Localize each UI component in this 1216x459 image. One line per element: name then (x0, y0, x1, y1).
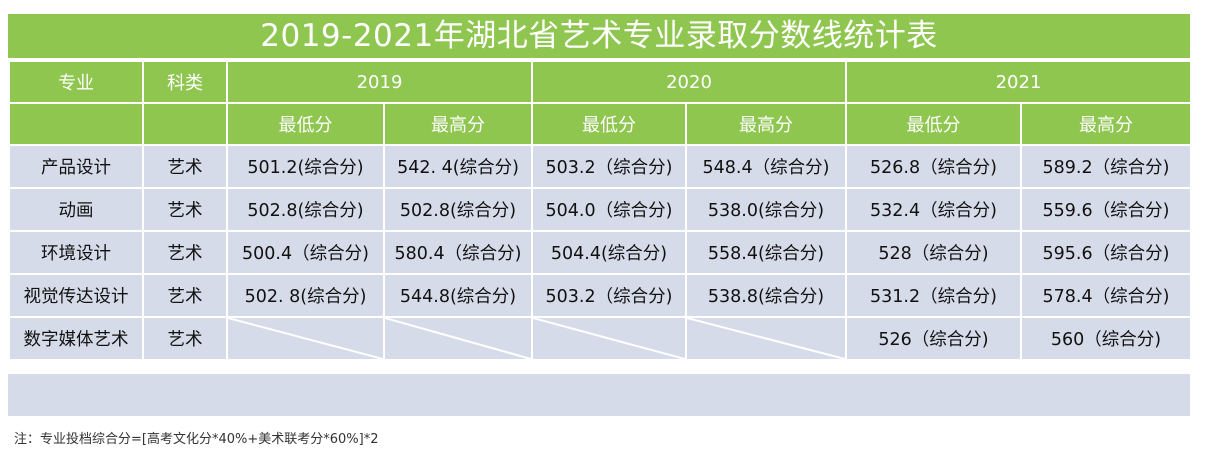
header-row-minmax: 最低分 最高分 最低分 最高分 最低分 最高分 (8, 102, 1192, 146)
header-category: 科类 (142, 60, 228, 104)
score-cell: 532.4（综合分) (845, 187, 1022, 232)
header-max: 最高分 (685, 102, 847, 146)
table-row: 环境设计 艺术 500.4（综合分) 580.4（综合分) 504.4(综合分)… (8, 230, 1192, 275)
diagonal-slash-icon (687, 318, 845, 359)
score-cell: 500.4（综合分) (226, 230, 385, 275)
header-empty (142, 102, 228, 146)
header-min: 最低分 (845, 102, 1022, 146)
major-cell: 环境设计 (8, 230, 144, 275)
score-cell: 531.2（综合分) (845, 273, 1022, 318)
score-cell: 501.2(综合分) (226, 144, 385, 189)
score-cell: 502. 8(综合分) (226, 273, 385, 318)
header-min: 最低分 (531, 102, 687, 146)
table-footer-band (8, 374, 1190, 416)
category-cell: 艺术 (142, 316, 228, 361)
empty-cell-diagonal (383, 316, 533, 361)
score-cell: 578.4（综合分) (1020, 273, 1192, 318)
admission-score-table: 专业 科类 2019 2020 2021 最低分 最高分 最低分 最高分 最低分… (8, 60, 1192, 361)
score-cell: 528（综合分) (845, 230, 1022, 275)
category-cell: 艺术 (142, 144, 228, 189)
score-cell: 538.0(综合分) (685, 187, 847, 232)
score-cell: 580.4（综合分) (383, 230, 533, 275)
table-row: 数字媒体艺术 艺术 526（综合分) 560（综合分) (8, 316, 1192, 361)
score-cell: 560（综合分) (1020, 316, 1192, 361)
footnote: 注：专业投档综合分=[高考文化分*40%+美术联考分*60%]*2 (14, 432, 379, 447)
header-max: 最高分 (1020, 102, 1192, 146)
diagonal-slash-icon (385, 318, 531, 359)
diagonal-slash-icon (228, 318, 383, 359)
table-row: 产品设计 艺术 501.2(综合分) 542. 4(综合分) 503.2（综合分… (8, 144, 1192, 189)
header-year-2019: 2019 (226, 60, 533, 104)
header-year-2020: 2020 (531, 60, 847, 104)
diagonal-slash-icon (533, 318, 685, 359)
score-cell: 526.8（综合分) (845, 144, 1022, 189)
score-cell: 548.4（综合分) (685, 144, 847, 189)
category-cell: 艺术 (142, 273, 228, 318)
score-cell: 542. 4(综合分) (383, 144, 533, 189)
score-cell: 526（综合分) (845, 316, 1022, 361)
major-cell: 产品设计 (8, 144, 144, 189)
score-cell: 589.2（综合分) (1020, 144, 1192, 189)
page-title: 2019-2021年湖北省艺术专业录取分数线统计表 (8, 14, 1190, 58)
header-max: 最高分 (383, 102, 533, 146)
score-cell: 503.2（综合分) (531, 144, 687, 189)
major-cell: 数字媒体艺术 (8, 316, 144, 361)
header-empty (8, 102, 144, 146)
score-cell: 559.6（综合分) (1020, 187, 1192, 232)
score-cell: 503.2（综合分) (531, 273, 687, 318)
category-cell: 艺术 (142, 187, 228, 232)
score-cell: 504.0（综合分) (531, 187, 687, 232)
header-row-years: 专业 科类 2019 2020 2021 (8, 60, 1192, 104)
score-cell: 595.6（综合分) (1020, 230, 1192, 275)
score-cell: 544.8(综合分) (383, 273, 533, 318)
empty-cell-diagonal (226, 316, 385, 361)
header-major: 专业 (8, 60, 144, 104)
major-cell: 视觉传达设计 (8, 273, 144, 318)
header-min: 最低分 (226, 102, 385, 146)
table-row: 动画 艺术 502.8(综合分) 502.8(综合分) 504.0（综合分) 5… (8, 187, 1192, 232)
score-cell: 502.8(综合分) (383, 187, 533, 232)
table-row: 视觉传达设计 艺术 502. 8(综合分) 544.8(综合分) 503.2（综… (8, 273, 1192, 318)
score-cell: 504.4(综合分) (531, 230, 687, 275)
score-cell: 502.8(综合分) (226, 187, 385, 232)
score-cell: 538.8(综合分) (685, 273, 847, 318)
header-year-2021: 2021 (845, 60, 1192, 104)
score-cell: 558.4(综合分) (685, 230, 847, 275)
category-cell: 艺术 (142, 230, 228, 275)
empty-cell-diagonal (531, 316, 687, 361)
major-cell: 动画 (8, 187, 144, 232)
empty-cell-diagonal (685, 316, 847, 361)
